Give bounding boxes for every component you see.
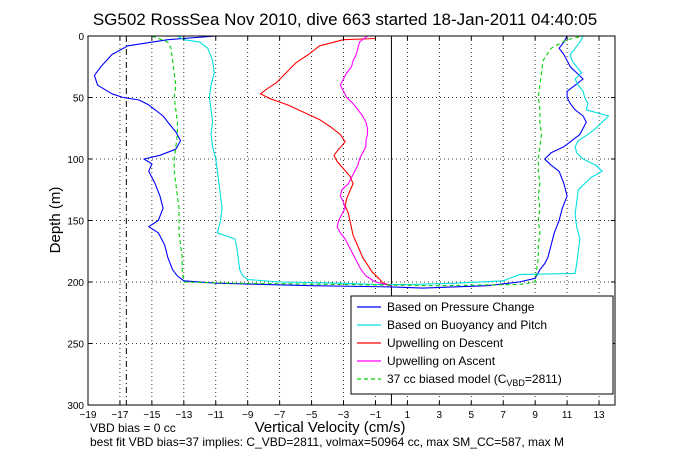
legend-label: Based on Pressure Change: [387, 300, 535, 314]
x-tick-label: −1: [370, 410, 382, 421]
x-tick-label: 5: [468, 410, 474, 421]
chart-title: SG502 RossSea Nov 2010, dive 663 started…: [93, 10, 597, 29]
legend-box: [350, 295, 614, 395]
legend: Based on Pressure Change Based on Buoyanc…: [350, 295, 614, 395]
x-ticks: −19 −17 −15 −13 −11 −9 −7 −5 −3 −1 1 3 5 7 9 11 13: [80, 36, 605, 421]
y-tick-label: 0: [78, 32, 84, 43]
x-tick-label: −7: [274, 410, 286, 421]
x-tick-label: 9: [532, 410, 538, 421]
series-line-2: [177, 35, 610, 286]
series-line-3: [259, 37, 392, 287]
x-tick-label: −15: [143, 410, 160, 421]
x-tick-label: 11: [562, 410, 573, 421]
x-tick-label: 3: [437, 410, 443, 421]
x-tick-label: −9: [242, 410, 254, 421]
x-tick-label: −5: [306, 410, 318, 421]
x-tick-label: −19: [80, 410, 97, 421]
series-line-5: [151, 35, 584, 287]
legend-label: 37 cc biased model (CVBD=2811): [387, 372, 562, 388]
footnote-vbd-bias: VBD bias = 0 cc: [90, 421, 176, 435]
x-tick-label: 7: [500, 410, 506, 421]
footnote-best-fit: best fit VBD bias=37 implies: C_VBD=2811…: [90, 435, 564, 449]
y-tick-label: 50: [73, 94, 85, 105]
series-line-1: [93, 35, 587, 289]
legend-label: Upwelling on Ascent: [387, 354, 496, 368]
y-axis-label: Depth (m): [47, 187, 64, 254]
y-tick-label: 250: [67, 340, 84, 351]
legend-label-subscript: VBD: [506, 378, 525, 388]
y-tick-label: 200: [67, 278, 84, 289]
x-tick-label: 1: [405, 410, 411, 421]
y-tick-label: 300: [67, 401, 84, 412]
series-group: [93, 35, 610, 289]
legend-label: Based on Buoyancy and Pitch: [387, 318, 547, 332]
legend-label-suffix: =2811): [525, 372, 562, 386]
x-tick-label: −3: [338, 410, 350, 421]
x-tick-label: −17: [111, 410, 128, 421]
y-ticks: 0 50 100 150 200 250 300: [67, 32, 615, 412]
x-tick-label: −11: [208, 410, 225, 421]
x-tick-label: 13: [593, 410, 605, 421]
y-tick-label: 100: [67, 155, 84, 166]
legend-label: Upwelling on Descent: [387, 336, 504, 350]
series-line-4: [336, 35, 392, 287]
x-axis-label: Vertical Velocity (cm/s): [255, 419, 406, 436]
y-tick-label: 150: [67, 217, 84, 228]
x-tick-label: −13: [175, 410, 192, 421]
